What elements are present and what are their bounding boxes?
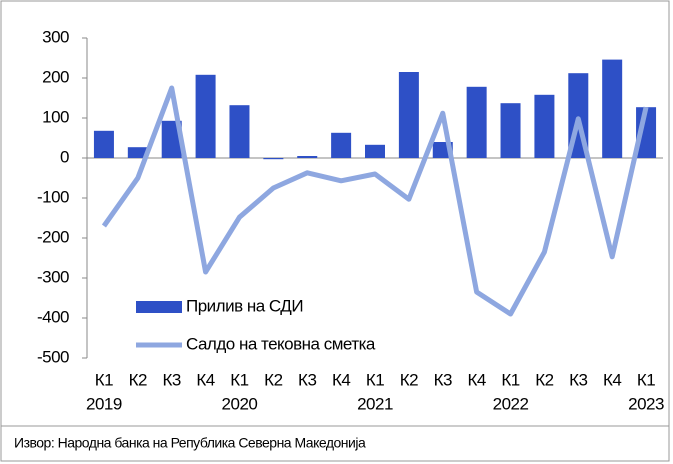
legend-label: Салдо на тековна сметка — [186, 334, 376, 353]
bar — [398, 72, 419, 158]
y-tick-label: 200 — [42, 67, 69, 86]
x-tick-label: К4 — [332, 370, 350, 389]
x-tick-label: К1 — [95, 370, 113, 389]
x-tick-label: К2 — [535, 370, 553, 389]
bar — [297, 156, 318, 158]
x-tick-label: К2 — [129, 370, 147, 389]
y-tick-label: -200 — [37, 227, 69, 246]
bar — [263, 158, 284, 160]
bar — [365, 144, 385, 158]
x-tick-label: К3 — [569, 370, 587, 389]
x-tick-label: К1 — [637, 370, 655, 389]
x-tick-label: К2 — [264, 370, 282, 389]
y-tick-label: 300 — [42, 27, 69, 46]
year-label: 2022 — [493, 394, 529, 413]
bar — [500, 103, 521, 158]
bar — [161, 120, 182, 158]
year-label: 2019 — [86, 394, 122, 413]
x-tick-label: К3 — [434, 370, 452, 389]
bar — [127, 147, 148, 158]
bar — [466, 86, 487, 158]
year-label: 2023 — [628, 394, 664, 413]
line — [101, 85, 649, 317]
bar — [195, 74, 216, 158]
y-tick-label: 0 — [60, 147, 69, 166]
legend-swatch — [136, 301, 182, 313]
x-tick-label: К4 — [196, 370, 214, 389]
x-tick-label: К3 — [298, 370, 316, 389]
x-tick-label: К1 — [230, 370, 248, 389]
bar — [229, 105, 250, 158]
y-tick-label: -500 — [37, 347, 69, 366]
x-tick-label: К2 — [400, 370, 418, 389]
x-tick-label: К3 — [163, 370, 181, 389]
year-label: 2020 — [222, 394, 258, 413]
x-tick-label: К1 — [366, 370, 384, 389]
x-tick-label: К1 — [501, 370, 519, 389]
source: Извор: Народна банка на Република Северн… — [14, 435, 366, 451]
y-tick-label: 100 — [42, 107, 69, 126]
x-tick-label: К4 — [467, 370, 485, 389]
year-label: 2021 — [357, 394, 393, 413]
y-tick-label: -300 — [37, 267, 69, 286]
bar — [331, 132, 352, 158]
bar — [534, 94, 555, 158]
y-tick-label: -400 — [37, 307, 69, 326]
legend-label: Прилив на СДИ — [186, 296, 303, 315]
bar — [602, 59, 623, 158]
y-tick-label: -100 — [37, 187, 69, 206]
x-tick-label: К4 — [603, 370, 621, 389]
bar — [93, 130, 114, 158]
